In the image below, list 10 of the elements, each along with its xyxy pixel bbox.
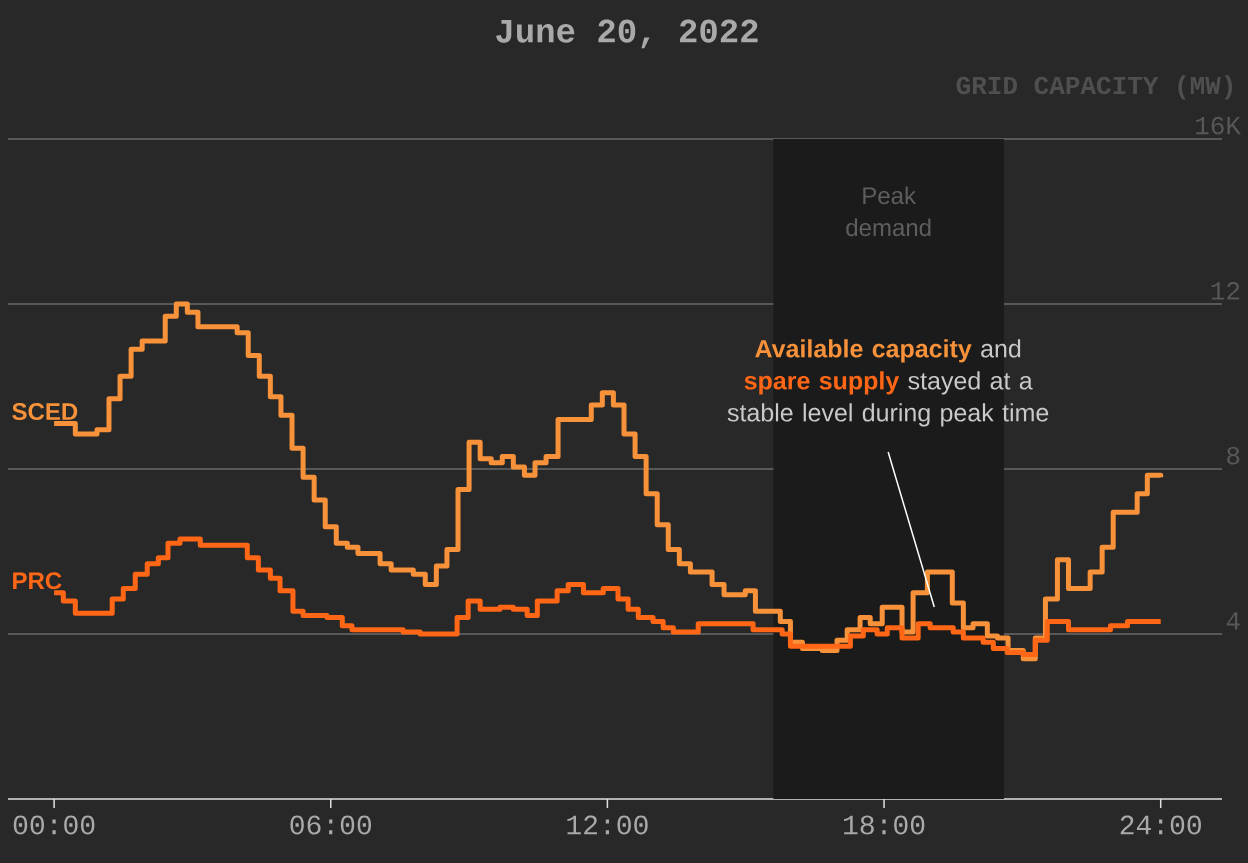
x-tick-label: 12:00 [567,815,648,835]
series-label: PRC [13,572,62,590]
chart-title: June 20, 2022 [496,19,758,49]
x-tick-label: 18:00 [844,815,925,835]
x-tick-label: 24:00 [1120,815,1201,835]
series-label: SCED [12,403,78,421]
text: Available capacity and spare supply stayed at a stable level during peak time [727,339,1049,427]
x-tick-label: 06:00 [290,815,372,835]
x-tick-label: 00:00 [13,815,95,835]
band-label: Peak demand [846,186,931,237]
